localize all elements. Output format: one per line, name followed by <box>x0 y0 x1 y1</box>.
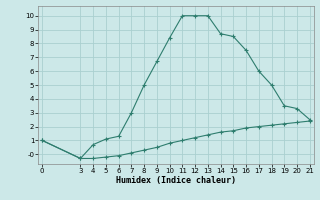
X-axis label: Humidex (Indice chaleur): Humidex (Indice chaleur) <box>116 176 236 185</box>
